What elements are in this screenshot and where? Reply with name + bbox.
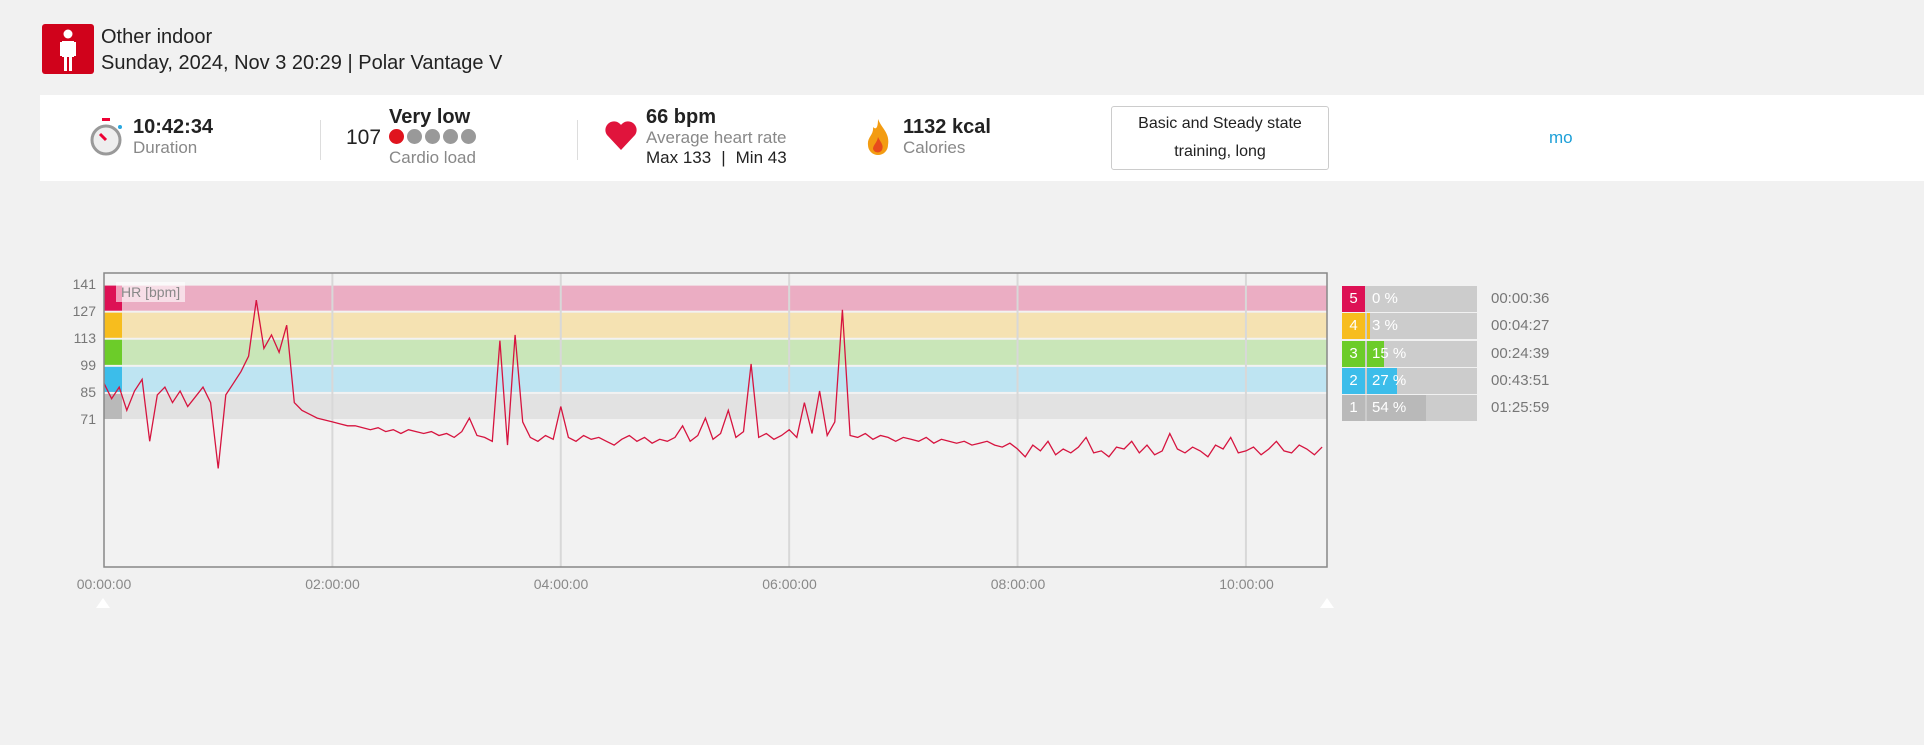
- cardio-load-dots: [389, 129, 479, 149]
- cardio-load-label: Cardio load: [389, 148, 476, 167]
- zone-time: 00:24:39: [1491, 344, 1550, 362]
- zone-row-4: 4 3 %: [1342, 313, 1477, 340]
- duration-label: Duration: [133, 138, 198, 157]
- duration-value: 10:42:34: [133, 116, 214, 138]
- divider: [577, 120, 578, 160]
- y-tick-label: 113: [73, 329, 96, 346]
- session-date-device: Sunday, 2024, Nov 3 20:29 | Polar Vantag…: [101, 52, 503, 74]
- summary-bar: [40, 95, 1924, 181]
- hr-chart[interactable]: [0, 0, 1340, 620]
- y-tick-label: 71: [80, 410, 96, 427]
- zone-band-2: [104, 366, 1327, 392]
- range-handle-right[interactable]: [1320, 598, 1334, 608]
- zone-band-4: [104, 312, 1327, 338]
- zone-band-5: [104, 285, 1327, 311]
- zone-marker-4: [104, 312, 122, 338]
- y-tick-label: 127: [72, 302, 96, 319]
- zone-percent: 54 %: [1372, 399, 1407, 417]
- hr-line: [103, 299, 1323, 469]
- hr-max-min: Max 133 | Min 43: [646, 148, 787, 168]
- cardio-load-value: 107: [346, 126, 382, 149]
- avg-hr-label: Average heart rate: [646, 128, 787, 147]
- hr-separator: |: [721, 148, 726, 167]
- training-benefit-text: Basic and Steady state training, long: [1138, 115, 1302, 160]
- x-tick-label: 10:00:00: [1219, 576, 1274, 592]
- zone-percent-bar: [1367, 340, 1384, 367]
- zone-band-1: [104, 393, 1327, 419]
- avg-hr-value: 66 bpm: [646, 106, 717, 128]
- flame-icon: [864, 117, 892, 162]
- y-tick-label: 99: [80, 356, 96, 373]
- zone-number: 5: [1342, 286, 1365, 312]
- more-link[interactable]: mo: [1549, 128, 1573, 147]
- zone-marker-2: [104, 366, 122, 392]
- stopwatch-icon: [90, 117, 126, 162]
- y-tick-label: 141: [72, 276, 96, 292]
- zone-marker-1: [104, 393, 122, 419]
- zone-time: 00:04:27: [1491, 317, 1550, 335]
- y-tick-label: 85: [80, 383, 96, 400]
- range-handle-left[interactable]: [96, 598, 110, 608]
- zone-percent: 27 %: [1372, 371, 1407, 389]
- zone-band-3: [104, 339, 1327, 365]
- x-tick-label: 00:00:00: [76, 576, 132, 592]
- sport-name: Other indoor: [101, 26, 213, 48]
- zone-row-1: 1 54 %: [1342, 395, 1477, 422]
- zone-number: 2: [1342, 367, 1365, 394]
- chart-legend-label: HR [bpm]: [116, 282, 186, 302]
- calories-label: Calories: [903, 138, 966, 157]
- zone-row-5: 5 0 %: [1342, 286, 1477, 312]
- zone-row-3: 3 15 %: [1342, 340, 1477, 367]
- hr-max: Max 133: [646, 148, 712, 167]
- x-tick-label: 06:00:00: [762, 576, 817, 592]
- x-tick-label: 08:00:00: [990, 576, 1046, 592]
- heart-icon: [604, 120, 638, 157]
- zone-percent: 3 %: [1372, 317, 1398, 335]
- calories-value: 1132 kcal: [903, 116, 991, 138]
- zone-row-2: 2 27 %: [1342, 367, 1477, 394]
- x-tick-label: 02:00:00: [305, 576, 360, 592]
- divider: [320, 120, 321, 160]
- zone-percent-bar: [1367, 367, 1397, 394]
- cardio-load-level: Very low: [389, 106, 471, 128]
- zone-time: 00:00:36: [1491, 290, 1550, 307]
- zone-number: 3: [1342, 340, 1365, 367]
- zone-percent: 15 %: [1372, 344, 1407, 362]
- zone-marker-3: [104, 339, 122, 365]
- zone-percent: 0 %: [1372, 290, 1398, 307]
- zone-time: 01:25:59: [1491, 399, 1550, 417]
- sport-icon: [42, 24, 94, 74]
- zone-number: 1: [1342, 395, 1365, 422]
- zone-percent-bar: [1367, 313, 1371, 340]
- plot-border: [103, 272, 1328, 568]
- training-benefit-button[interactable]: Basic and Steady state training, long: [1111, 106, 1329, 170]
- zone-time: 00:43:51: [1491, 371, 1550, 389]
- hr-min: Min 43: [735, 148, 787, 167]
- zone-percent-bar: [1367, 395, 1427, 422]
- zone-number: 4: [1342, 313, 1365, 340]
- x-tick-label: 04:00:00: [533, 576, 589, 592]
